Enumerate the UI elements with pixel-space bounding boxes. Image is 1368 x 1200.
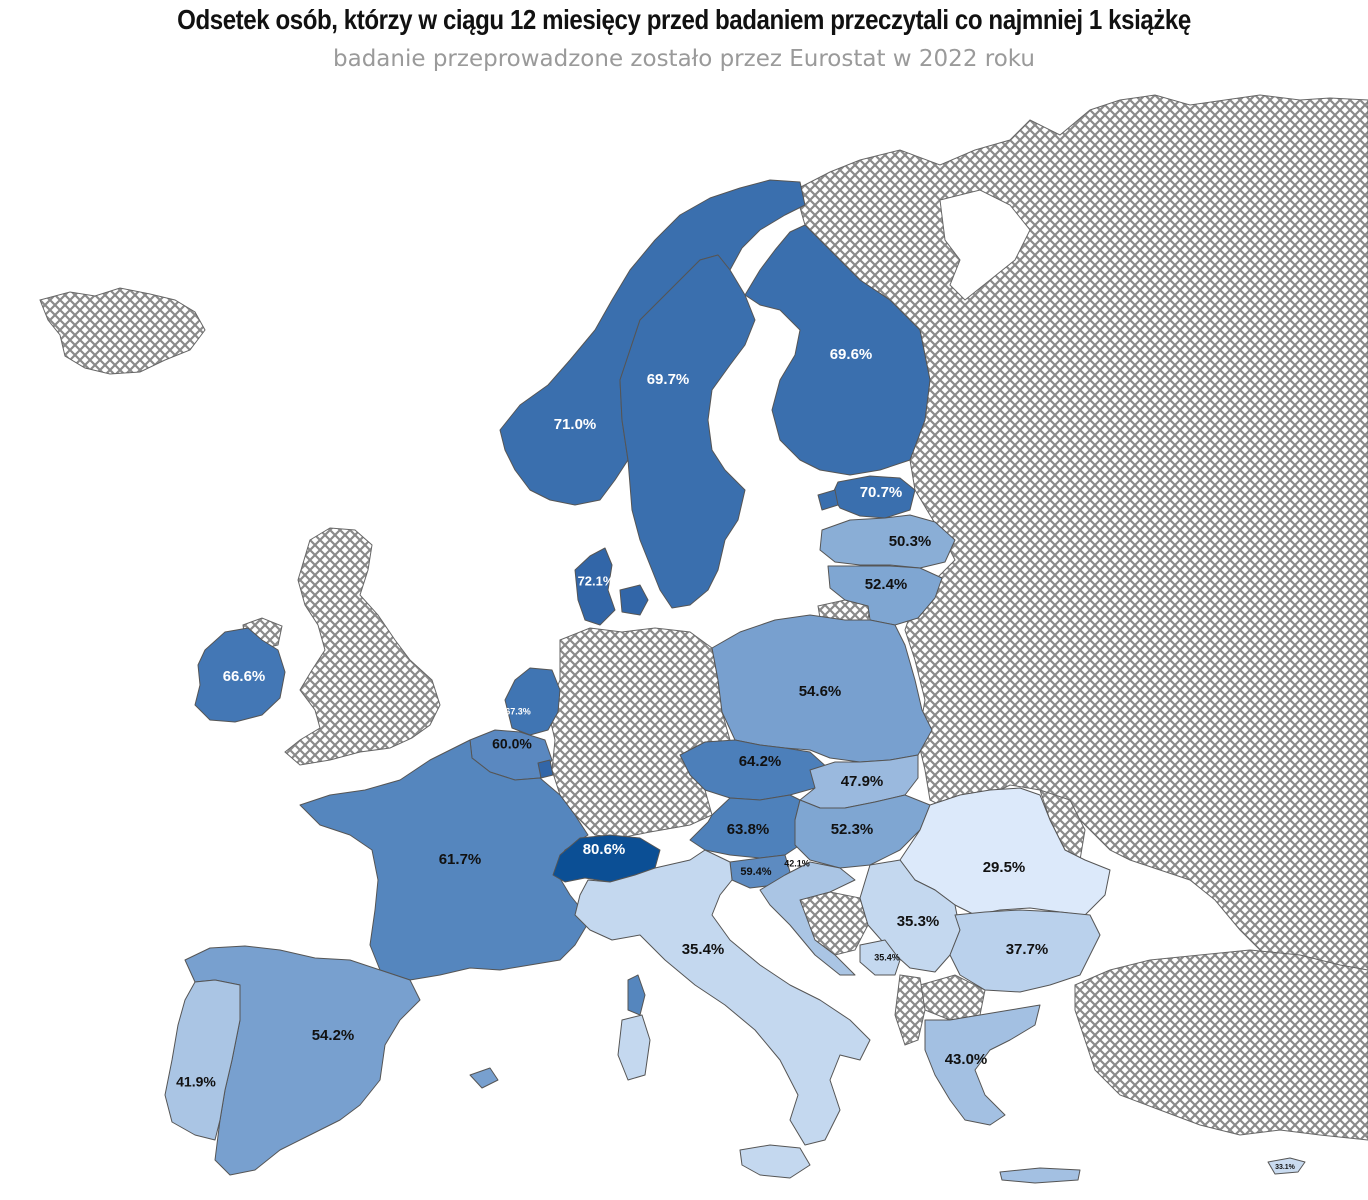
region-luxembourg[interactable] — [537, 759, 554, 779]
region-montenegro[interactable] — [859, 939, 901, 976]
label-cyprus: 33.1% — [1275, 1164, 1296, 1171]
label-sweden: 69.7% — [647, 371, 690, 388]
region-sweden[interactable] — [619, 254, 756, 609]
page-subtitle: badanie przeprowadzone zostało przez Eur… — [333, 46, 1035, 72]
label-greece: 43.0% — [945, 1051, 988, 1068]
label-hungary: 52.3% — [831, 821, 874, 838]
region-greece[interactable] — [924, 1004, 1041, 1126]
region-croatia[interactable] — [759, 861, 856, 976]
label-norway: 71.0% — [554, 416, 597, 433]
label-croatia: 42.1% — [784, 858, 810, 868]
region-balearic — [469, 1067, 499, 1089]
label-lithuania: 52.4% — [865, 576, 908, 593]
region-turkey — [1074, 949, 1368, 1141]
label-belgium: 60.0% — [492, 736, 532, 752]
region-lithuania[interactable] — [827, 565, 943, 626]
no-data-regions — [39, 94, 1368, 1141]
label-switzerland: 80.6% — [583, 841, 626, 858]
page-title: Odsetek osób, którzy w ciągu 12 miesięcy… — [177, 4, 1191, 35]
region-sicily — [739, 1144, 811, 1179]
region-iceland — [39, 287, 206, 375]
region-finland[interactable] — [744, 224, 931, 476]
region-germany — [547, 627, 731, 839]
region-corsica — [627, 974, 646, 1016]
label-austria: 63.8% — [727, 821, 770, 838]
region-albania — [894, 974, 926, 1046]
label-spain: 54.2% — [312, 1027, 355, 1044]
label-czechia: 64.2% — [739, 753, 782, 770]
label-portugal: 41.9% — [176, 1074, 216, 1090]
label-estonia: 70.7% — [860, 484, 903, 501]
region-latvia[interactable] — [819, 514, 956, 569]
label-latvia: 50.3% — [889, 533, 932, 550]
region-cyprus[interactable] — [1267, 1157, 1306, 1175]
region-labels: 71.0% 69.7% 69.6% 70.7% 50.3% 52.4% 72.1… — [176, 346, 1296, 1171]
data-regions — [164, 179, 1306, 1184]
region-denmark-islands — [619, 584, 649, 616]
label-ireland: 66.6% — [223, 668, 266, 685]
region-portugal[interactable] — [164, 979, 241, 1141]
region-ireland[interactable] — [194, 627, 286, 723]
label-netherlands: 67.3% — [505, 706, 531, 716]
label-poland: 54.6% — [799, 683, 842, 700]
white-sea — [939, 189, 1031, 301]
label-serbia: 35.3% — [897, 913, 940, 930]
region-switzerland[interactable] — [552, 834, 661, 883]
region-hungary[interactable] — [794, 794, 931, 869]
region-bulgaria[interactable] — [949, 909, 1101, 993]
region-united-kingdom — [284, 527, 441, 766]
label-denmark: 72.1% — [578, 573, 615, 588]
label-slovakia: 47.9% — [841, 773, 884, 790]
region-italy[interactable] — [574, 849, 871, 1146]
region-estonia-island — [817, 489, 839, 511]
region-denmark[interactable] — [574, 547, 616, 626]
label-slovenia: 59.4% — [740, 866, 771, 878]
label-france: 61.7% — [439, 851, 482, 868]
label-bulgaria: 37.7% — [1006, 941, 1049, 958]
label-montenegro: 35.4% — [874, 952, 900, 962]
label-finland: 69.6% — [830, 346, 873, 363]
region-netherlands[interactable] — [504, 667, 561, 736]
region-crete — [999, 1167, 1081, 1184]
region-sardinia — [617, 1014, 651, 1081]
label-italy: 35.4% — [682, 941, 725, 958]
label-romania: 29.5% — [983, 859, 1026, 876]
